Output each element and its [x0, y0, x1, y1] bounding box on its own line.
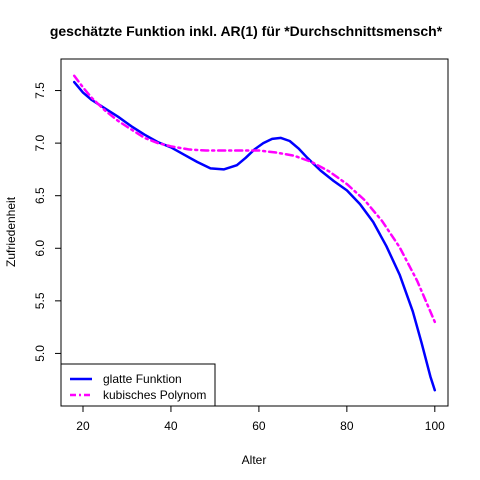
x-axis: 20 40 60 80 100 [76, 406, 445, 433]
x-tick-label: 80 [340, 419, 354, 433]
legend: glatte Funktion kubisches Polynom [60, 363, 216, 407]
plot-frame [60, 58, 449, 407]
y-axis: 5.0 5.5 6.0 6.5 7.0 7.5 [33, 82, 61, 362]
y-tick-label: 5.0 [33, 345, 47, 362]
series-layer [72, 74, 437, 392]
legend-label-kubisch: kubisches Polynom [103, 388, 206, 402]
x-tick-label: 100 [425, 419, 445, 433]
series-line-1 [72, 80, 437, 392]
y-axis-label: Zufriedenheit [4, 196, 18, 267]
y-tick-label: 5.5 [33, 292, 47, 309]
x-tick-label: 40 [164, 419, 178, 433]
y-tick-label: 7.0 [33, 134, 47, 151]
legend-label-glatte: glatte Funktion [103, 372, 182, 386]
series-line-2 [72, 74, 437, 324]
y-tick-label: 6.5 [33, 187, 47, 204]
chart-title: geschätzte Funktion inkl. AR(1) für *Dur… [50, 23, 443, 39]
y-tick-label: 6.0 [33, 240, 47, 257]
x-tick-label: 20 [76, 419, 90, 433]
y-tick-label: 7.5 [33, 82, 47, 99]
x-axis-label: Alter [242, 453, 267, 467]
legend-box [60, 363, 216, 407]
x-tick-label: 60 [252, 419, 266, 433]
